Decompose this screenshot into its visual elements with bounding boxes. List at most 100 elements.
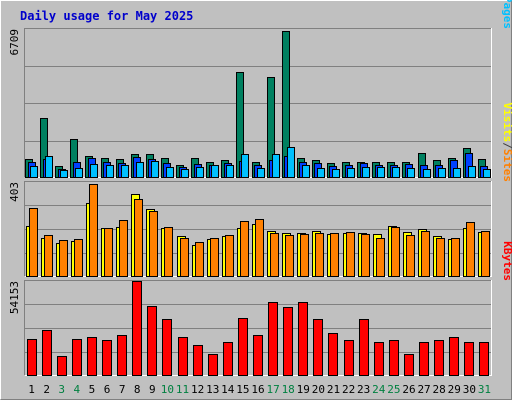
bar-kbytes-day-25 (389, 340, 399, 376)
bar-sites-day-4 (74, 239, 83, 277)
bar-pages-day-28 (438, 168, 446, 178)
legend-entry: Sites (501, 149, 512, 182)
bar-sites-day-18 (285, 235, 294, 277)
bar-pages-day-29 (453, 168, 461, 178)
plot-bevel-dark (24, 280, 492, 376)
day-label-13: 13 (206, 383, 219, 396)
bar-pages-day-14 (226, 165, 234, 178)
day-label-23: 23 (357, 383, 370, 396)
day-label-8: 8 (134, 383, 141, 396)
bar-pages-day-31 (483, 169, 491, 178)
bar-sites-day-6 (104, 228, 113, 277)
bar-kbytes-day-8 (132, 281, 142, 376)
bar-kbytes-day-23 (359, 319, 369, 376)
bar-kbytes-day-27 (419, 342, 429, 376)
bar-sites-day-13 (210, 238, 219, 277)
bar-pages-day-11 (181, 169, 189, 178)
bar-kbytes-day-17 (268, 302, 278, 376)
bar-sites-day-22 (346, 232, 355, 277)
bar-kbytes-day-10 (162, 319, 172, 376)
day-label-31: 31 (478, 383, 491, 396)
day-label-3: 3 (58, 383, 65, 396)
bar-pages-day-7 (121, 165, 129, 178)
panel-kbytes: 54153 KBytes (8, 241, 512, 376)
bar-sites-day-5 (89, 184, 98, 277)
bar-pages-day-16 (257, 168, 265, 178)
bar-kbytes-day-9 (147, 306, 157, 376)
bar-pages-day-25 (392, 167, 400, 178)
bar-kbytes-day-22 (344, 340, 354, 376)
bar-sites-day-28 (436, 238, 445, 277)
plot-bevel-dark (24, 28, 492, 178)
bar-sites-day-3 (59, 240, 68, 277)
bar-sites-day-26 (406, 235, 415, 277)
day-label-29: 29 (448, 383, 461, 396)
y-max-label: 54153 (8, 281, 21, 314)
bar-pages-day-23 (362, 167, 370, 178)
bar-sites-day-11 (180, 238, 189, 277)
bar-pages-day-5 (90, 164, 98, 178)
bar-pages-day-2 (45, 156, 53, 178)
day-label-30: 30 (463, 383, 476, 396)
day-label-18: 18 (282, 383, 295, 396)
bar-pages-day-19 (302, 165, 310, 178)
day-label-21: 21 (327, 383, 340, 396)
bar-pages-day-26 (407, 168, 415, 178)
bar-kbytes-day-24 (374, 342, 384, 376)
day-label-26: 26 (402, 383, 415, 396)
day-label-11: 11 (176, 383, 189, 396)
day-label-9: 9 (149, 383, 156, 396)
bar-pages-day-1 (30, 166, 38, 178)
bar-sites-day-12 (195, 242, 204, 277)
bar-sites-day-24 (376, 238, 385, 277)
bar-pages-day-24 (377, 167, 385, 178)
day-label-20: 20 (312, 383, 325, 396)
panel-legend: Hits/Files/Pages (501, 0, 512, 29)
bar-sites-day-21 (330, 233, 339, 277)
bar-kbytes-day-4 (72, 339, 82, 376)
bar-sites-day-20 (315, 233, 324, 277)
bar-kbytes-day-2 (42, 330, 52, 376)
chart-panels: 6709 Hits/Files/Pages 403 Visits/Sites 54153… (8, 0, 512, 376)
bar-sites-day-8 (134, 199, 143, 277)
y-max-label: 6709 (8, 29, 21, 56)
day-label-16: 16 (251, 383, 264, 396)
bar-kbytes-day-3 (57, 356, 67, 376)
bar-pages-day-10 (166, 167, 174, 178)
bar-pages-day-8 (136, 162, 144, 178)
day-label-1: 1 (28, 383, 35, 396)
bar-kbytes-day-13 (208, 354, 218, 376)
chart-title: Daily usage for May 2025 (20, 9, 193, 23)
day-label-19: 19 (297, 383, 310, 396)
bar-kbytes-day-7 (117, 335, 127, 376)
bar-pages-day-20 (317, 168, 325, 178)
bar-sites-day-23 (361, 234, 370, 277)
day-label-15: 15 (236, 383, 249, 396)
panel-legend: KBytes (501, 241, 512, 281)
bar-kbytes-day-16 (253, 335, 263, 376)
bar-pages-day-22 (347, 168, 355, 178)
legend-entry: Visits (501, 103, 512, 143)
bar-pages-day-27 (423, 169, 431, 178)
bar-sites-day-7 (119, 220, 128, 277)
plot-bevel-dark (24, 181, 492, 277)
bar-pages-day-18 (287, 147, 295, 178)
bar-pages-day-3 (60, 170, 68, 178)
day-label-7: 7 (119, 383, 126, 396)
day-label-22: 22 (342, 383, 355, 396)
day-labels: 1 2 3 4 5 6 7 8 9 10 11 12 13 14 15 16 17 18 19 20 21 22 23 24 2… (28, 383, 491, 396)
day-label-27: 27 (417, 383, 430, 396)
day-label-24: 24 (372, 383, 386, 396)
legend-entry: Pages (501, 0, 512, 29)
bar-sites-day-25 (391, 227, 400, 277)
bar-kbytes-day-1 (27, 339, 37, 376)
day-label-10: 10 (161, 383, 174, 396)
bar-kbytes-day-14 (223, 342, 233, 376)
panel-visits-sites: 403 Visits/Sites (8, 103, 512, 277)
bar-sites-day-2 (44, 235, 53, 277)
bar-kbytes-day-21 (328, 333, 338, 376)
bar-pages-day-9 (151, 161, 159, 178)
bar-sites-day-31 (481, 231, 490, 277)
bar-kbytes-day-26 (404, 354, 414, 376)
